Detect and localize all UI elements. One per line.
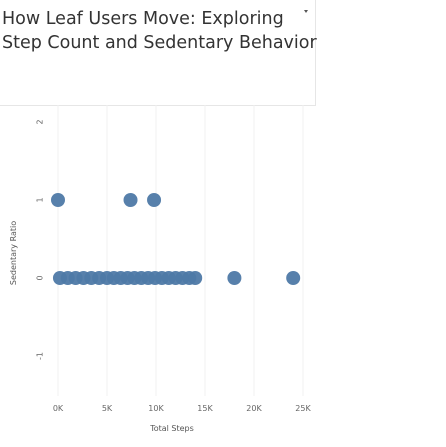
y-tick-label: 0 <box>36 275 45 280</box>
data-point[interactable] <box>147 193 162 207</box>
y-tick-label: -1 <box>36 352 45 360</box>
data-point[interactable] <box>123 193 138 207</box>
title-panel: How Leaf Users Move: Exploring Step Coun… <box>0 0 317 106</box>
x-tick-label: 20K <box>246 404 262 413</box>
chart-title: How Leaf Users Move: Exploring Step Coun… <box>2 7 317 55</box>
x-tick-label: 0K <box>53 404 64 413</box>
y-axis-title: Sedentary Ratio <box>9 221 18 285</box>
y-axis-ticks: -1 0 1 2 <box>36 119 45 360</box>
data-point[interactable] <box>51 193 65 207</box>
title-menu-caret-icon[interactable] <box>304 10 308 13</box>
data-point[interactable] <box>188 271 203 285</box>
chart-title-line-2: Step Count and Sedentary Behavior <box>2 33 317 53</box>
x-axis-title: Total Steps <box>149 424 194 433</box>
y-tick-label: 1 <box>36 197 45 202</box>
x-tick-label: 5K <box>102 404 113 413</box>
x-tick-label: 15K <box>197 404 213 413</box>
x-tick-label: 25K <box>295 404 311 413</box>
data-point[interactable] <box>286 271 301 285</box>
data-points <box>51 193 301 285</box>
y-tick-label: 2 <box>36 119 45 124</box>
chart-title-line-1: How Leaf Users Move: Exploring <box>2 9 284 29</box>
data-point[interactable] <box>227 271 242 285</box>
x-tick-label: 10K <box>148 404 164 413</box>
gridlines <box>57 105 304 396</box>
x-axis-ticks: 0K 5K 10K 15K 20K 25K <box>53 404 312 413</box>
